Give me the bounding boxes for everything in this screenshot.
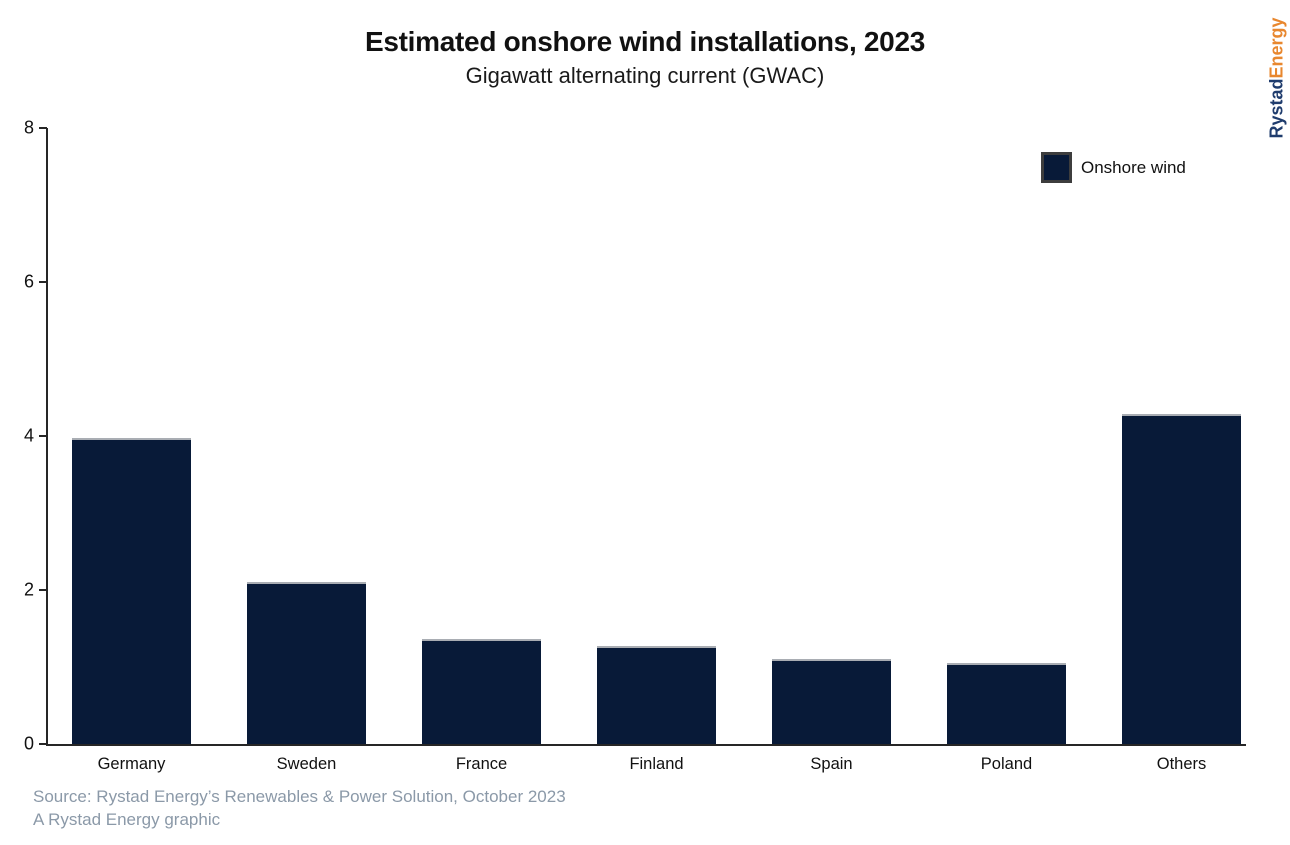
source-line: Source: Rystad Energy’s Renewables & Pow… (33, 787, 566, 806)
chart-subtitle: Gigawatt alternating current (GWAC) (465, 63, 825, 88)
bar-spain (772, 659, 891, 744)
y-axis-tick-label: 2 (23, 579, 34, 600)
x-axis-label-poland: Poland (980, 755, 1033, 773)
legend-swatch (1041, 152, 1072, 183)
x-axis-label-spain: Spain (810, 755, 853, 773)
credit-line: A Rystad Energy graphic (33, 810, 221, 829)
x-axis-label-others: Others (1156, 755, 1207, 773)
x-axis-label-finland: Finland (629, 755, 684, 773)
y-axis-tick-label: 8 (23, 117, 34, 138)
y-axis-tick (39, 281, 47, 283)
bar-germany (72, 438, 191, 744)
legend: Onshore wind (1041, 152, 1186, 183)
logo-rystad-text: Rystad (1266, 78, 1287, 139)
legend-label: Onshore wind (1081, 157, 1186, 177)
rystad-energy-logo-text: RystadEnergy (1267, 17, 1288, 138)
y-axis-tick (39, 743, 47, 745)
x-axis-label-sweden: Sweden (276, 755, 337, 773)
bar-sweden (247, 582, 366, 744)
y-axis-tick (39, 435, 47, 437)
bar-finland (597, 646, 716, 744)
bar-france (422, 639, 541, 744)
y-axis-tick (39, 127, 47, 129)
y-axis-tick-label: 6 (23, 271, 34, 292)
x-axis-label-france: France (455, 755, 508, 773)
y-axis-tick (39, 589, 47, 591)
x-axis-label-germany: Germany (97, 755, 166, 773)
chart-title: Estimated onshore wind installations, 20… (365, 26, 925, 57)
plot-area: 0 2 4 6 8 Germany Sweden France Finland Spain Pola… (24, 118, 1246, 773)
source-text-block: Source: Rystad Energy’s Renewables & Pow… (33, 785, 566, 831)
y-axis-tick-label: 0 (23, 733, 34, 754)
bar-poland (947, 663, 1066, 744)
y-axis-tick-label: 4 (23, 425, 34, 446)
logo-energy-text: Energy (1266, 17, 1287, 79)
bar-others (1122, 414, 1241, 744)
rystad-energy-logo: RystadEnergy (1264, 14, 1290, 142)
